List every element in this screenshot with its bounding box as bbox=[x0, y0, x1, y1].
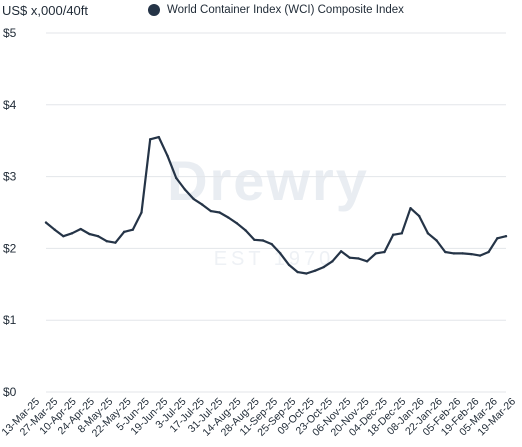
data-point bbox=[461, 252, 464, 255]
y-tick-label: $0 bbox=[3, 385, 17, 399]
data-point bbox=[305, 272, 308, 275]
data-point bbox=[114, 241, 117, 244]
data-point bbox=[209, 209, 213, 213]
data-point bbox=[470, 252, 473, 256]
data-point bbox=[183, 188, 187, 191]
grid bbox=[46, 32, 506, 393]
data-point bbox=[148, 138, 152, 141]
y-tick-label: $1 bbox=[3, 313, 17, 327]
data-point bbox=[504, 234, 508, 238]
data-point bbox=[296, 270, 299, 274]
data-point bbox=[279, 252, 282, 255]
data-point bbox=[452, 252, 456, 255]
data-point bbox=[374, 252, 378, 255]
watermark: Drewry EST 1970 bbox=[167, 149, 369, 270]
legend: World Container Index (WCI) Composite In… bbox=[148, 4, 404, 16]
data-point bbox=[391, 233, 395, 236]
data-point bbox=[235, 222, 239, 225]
data-point bbox=[166, 154, 169, 157]
data-point bbox=[174, 176, 178, 180]
data-point bbox=[253, 238, 256, 241]
y-axis-unit-label: US$ x,000/40ft bbox=[2, 3, 88, 18]
data-point bbox=[409, 206, 412, 210]
data-point bbox=[400, 232, 404, 235]
data-point bbox=[339, 250, 343, 253]
series-line bbox=[44, 136, 508, 275]
data-point bbox=[157, 135, 161, 139]
data-point bbox=[70, 232, 74, 235]
y-tick-label: $2 bbox=[3, 241, 17, 255]
data-point bbox=[418, 214, 421, 218]
data-point bbox=[365, 260, 369, 263]
y-tick-label: $3 bbox=[3, 170, 17, 184]
data-point bbox=[426, 232, 430, 235]
data-point bbox=[192, 197, 195, 201]
data-point bbox=[435, 239, 438, 242]
data-point bbox=[331, 260, 334, 263]
data-point bbox=[270, 242, 273, 246]
data-point bbox=[140, 211, 143, 214]
y-tick-label: $5 bbox=[3, 26, 17, 40]
data-point bbox=[201, 203, 204, 206]
data-point bbox=[287, 263, 291, 267]
data-point bbox=[122, 230, 126, 234]
x-axis: 13-Mar-2527-Mar-2510-Apr-2524-Apr-258-Ma… bbox=[0, 396, 518, 440]
data-point bbox=[218, 211, 221, 214]
data-point bbox=[79, 227, 82, 231]
data-point bbox=[478, 254, 482, 257]
data-point bbox=[357, 257, 360, 260]
watermark-sub: EST 1970 bbox=[214, 248, 335, 270]
y-axis: $0 $1 $2 $3 $4 $5 bbox=[3, 26, 17, 399]
data-point bbox=[44, 221, 48, 224]
data-point bbox=[313, 269, 317, 272]
data-point bbox=[62, 234, 65, 238]
data-point bbox=[444, 250, 447, 254]
y-tick-label: $4 bbox=[3, 98, 17, 112]
legend-marker bbox=[148, 4, 160, 16]
watermark-brand: Drewry bbox=[167, 149, 369, 212]
data-point bbox=[131, 228, 134, 231]
data-point bbox=[487, 250, 490, 254]
data-point bbox=[244, 229, 247, 232]
data-point bbox=[322, 265, 325, 269]
data-point bbox=[496, 237, 499, 240]
data-point bbox=[227, 216, 230, 219]
data-point bbox=[96, 234, 100, 238]
legend-label: World Container Index (WCI) Composite In… bbox=[167, 4, 404, 16]
data-point bbox=[348, 256, 351, 259]
data-point bbox=[53, 228, 56, 231]
data-point bbox=[88, 232, 91, 236]
data-point bbox=[383, 250, 386, 254]
series-points bbox=[44, 135, 508, 275]
data-point bbox=[105, 240, 108, 243]
data-point bbox=[261, 239, 265, 242]
